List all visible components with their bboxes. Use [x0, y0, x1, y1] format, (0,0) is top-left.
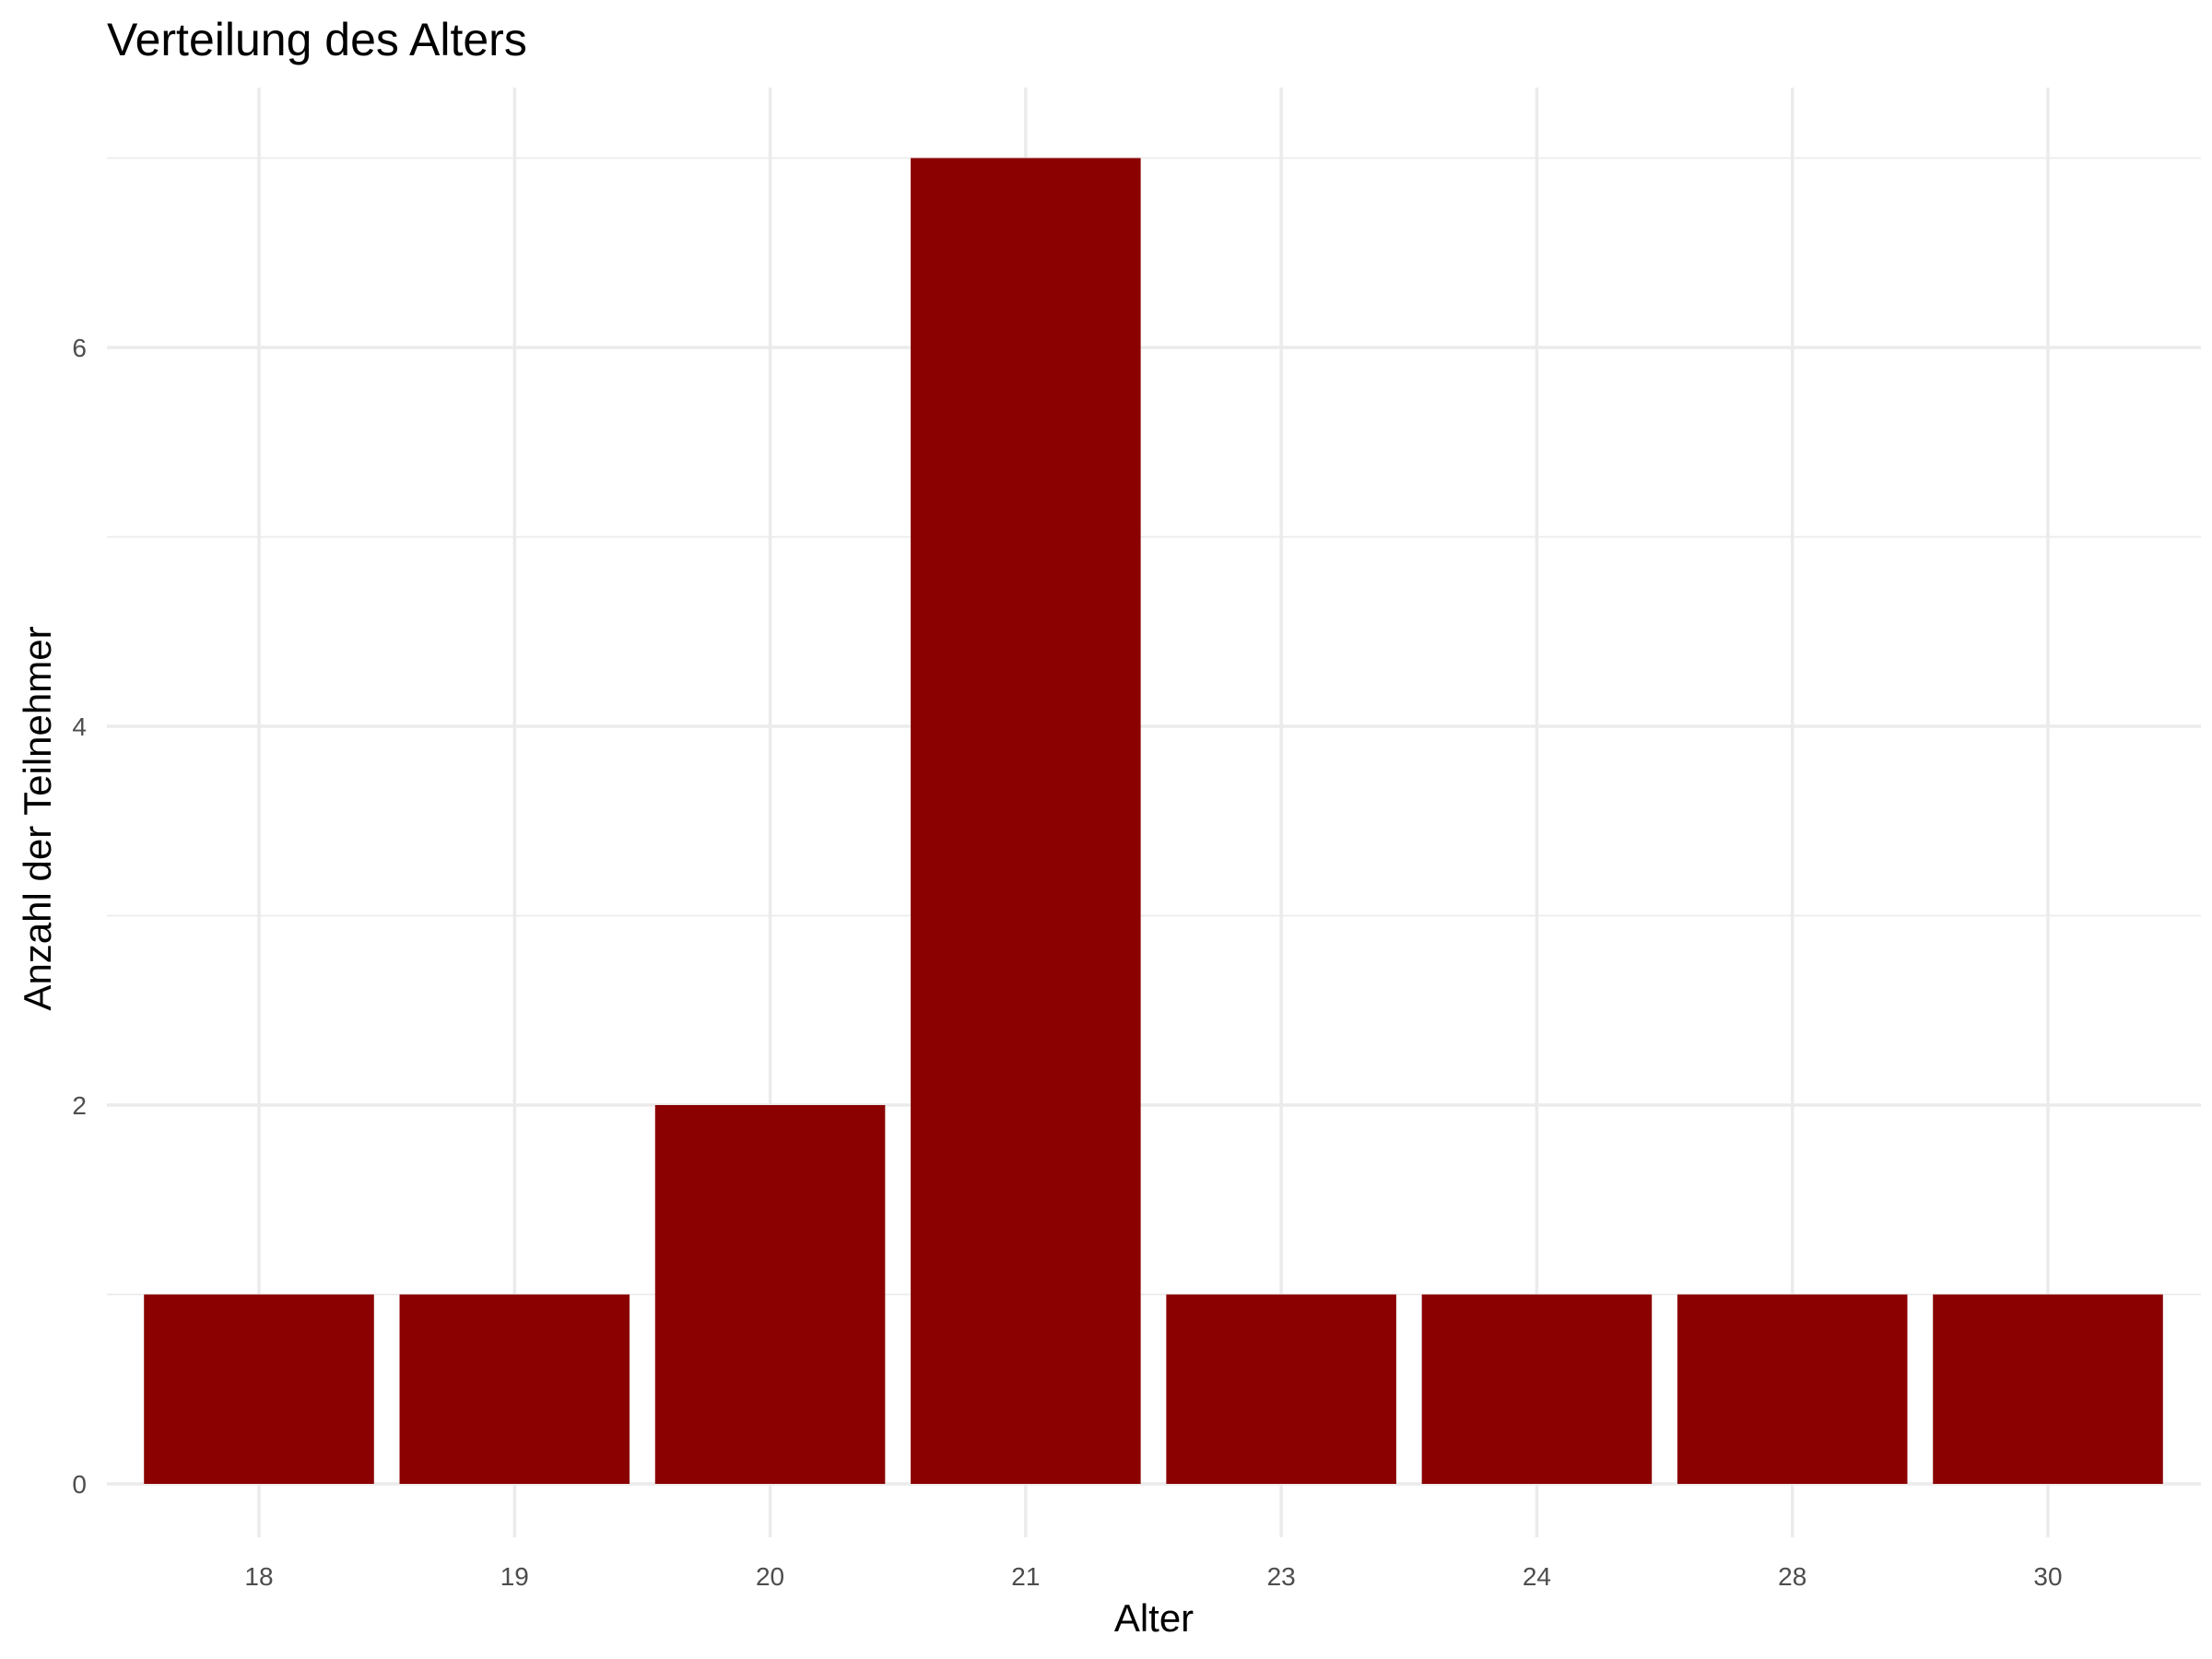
- x-tick-label: 20: [756, 1562, 784, 1591]
- y-axis-title: Anzahl der Teilnehmer: [16, 626, 59, 1010]
- bar-18: [144, 1294, 374, 1484]
- bar-20: [654, 1105, 886, 1484]
- bar-30: [1933, 1294, 2163, 1484]
- bar-24: [1421, 1294, 1653, 1484]
- x-tick-label: 18: [244, 1562, 273, 1591]
- y-tick-label: 6: [72, 334, 87, 362]
- bar-23: [1166, 1294, 1396, 1484]
- y-tick-label: 4: [72, 712, 87, 741]
- bar-28: [1677, 1294, 1908, 1484]
- x-tick-label: 24: [1523, 1562, 1551, 1591]
- x-tick-label: 19: [500, 1562, 529, 1591]
- x-tick-label: 28: [1778, 1562, 1806, 1591]
- bar-21: [911, 158, 1141, 1484]
- y-tick-label: 2: [72, 1091, 87, 1120]
- chart-title: Verteilung des Alters: [107, 14, 527, 65]
- x-tick-label: 23: [1267, 1562, 1296, 1591]
- x-axis-title: Alter: [1114, 1596, 1194, 1640]
- x-tick-label: 21: [1011, 1562, 1040, 1591]
- y-tick-label: 0: [72, 1470, 87, 1499]
- x-tick-label: 30: [2033, 1562, 2062, 1591]
- bar-19: [399, 1294, 630, 1484]
- bars: [144, 158, 2163, 1484]
